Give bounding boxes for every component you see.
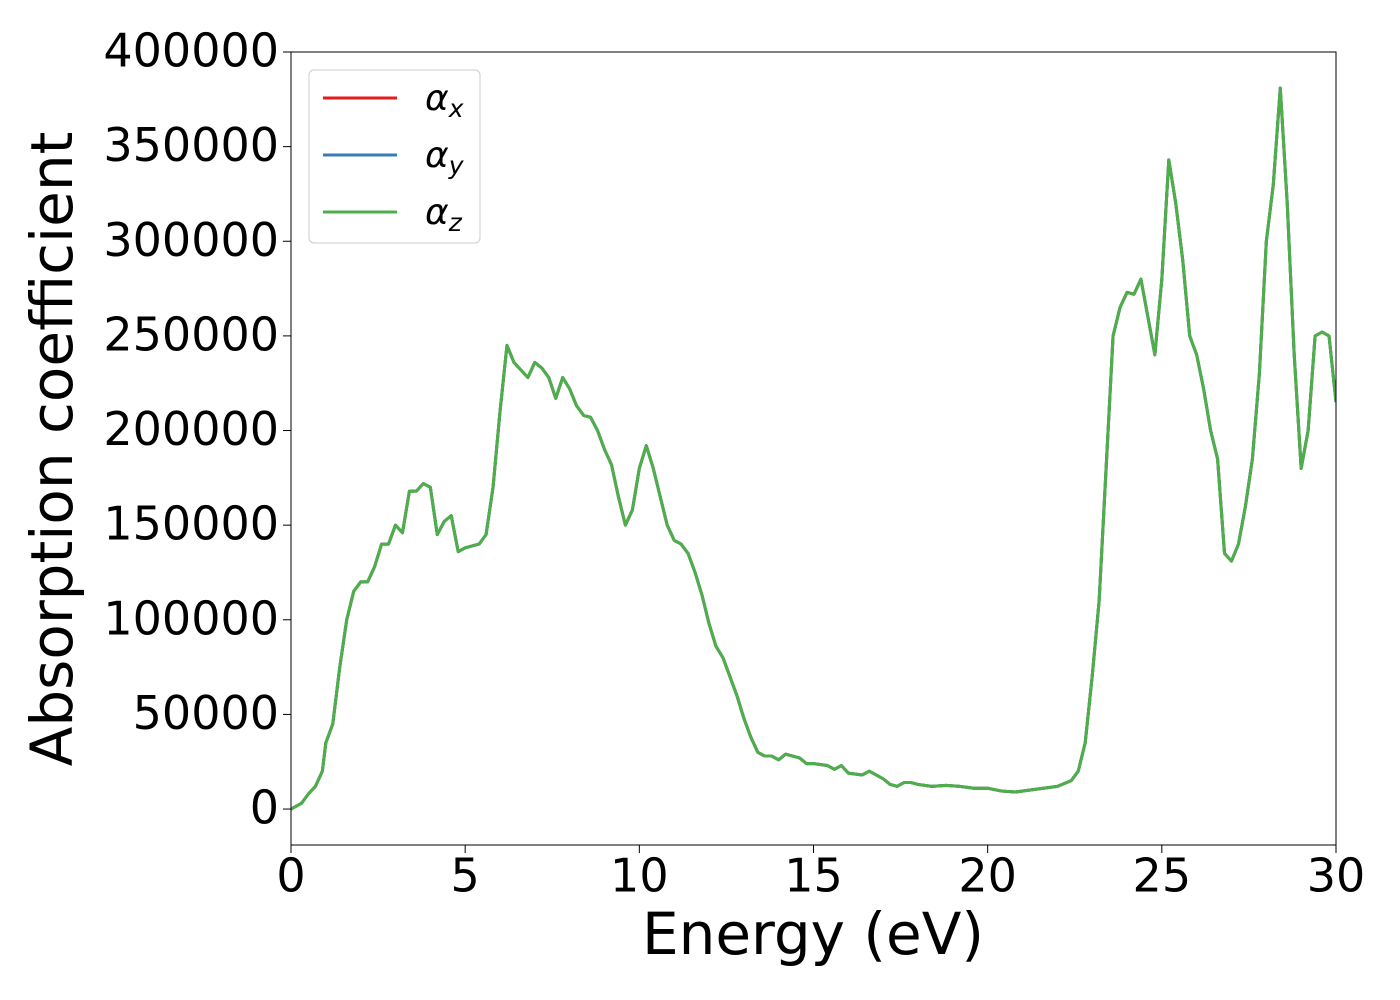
y-tick-label: 250000 — [103, 307, 279, 361]
x-tick-label: 25 — [1133, 849, 1192, 903]
x-tick-label: 15 — [784, 849, 843, 903]
legend-label: αy — [425, 135, 465, 180]
y-tick-label: 50000 — [133, 686, 279, 740]
y-tick-label: 200000 — [103, 402, 279, 456]
x-tick-label: 5 — [451, 849, 480, 903]
x-axis-label: Energy (eV) — [642, 900, 984, 968]
y-tick-label: 100000 — [103, 591, 279, 645]
y-tick-label: 150000 — [103, 497, 279, 551]
plot-frame — [290, 51, 1337, 846]
series-line — [291, 86, 1336, 811]
legend-label: αz — [425, 192, 463, 237]
legend-label: αx — [425, 78, 464, 123]
x-tick-label: 10 — [610, 849, 669, 903]
y-tick-label: 300000 — [103, 213, 279, 267]
y-axis-label: Absorption coefficient — [18, 132, 86, 767]
x-tick-label: 30 — [1307, 849, 1366, 903]
y-tick-label: 400000 — [103, 24, 279, 78]
y-tick-label: 350000 — [103, 118, 279, 172]
x-tick-label: 0 — [276, 849, 305, 903]
y-tick-label: 0 — [250, 781, 279, 835]
x-tick-label: 20 — [958, 849, 1017, 903]
